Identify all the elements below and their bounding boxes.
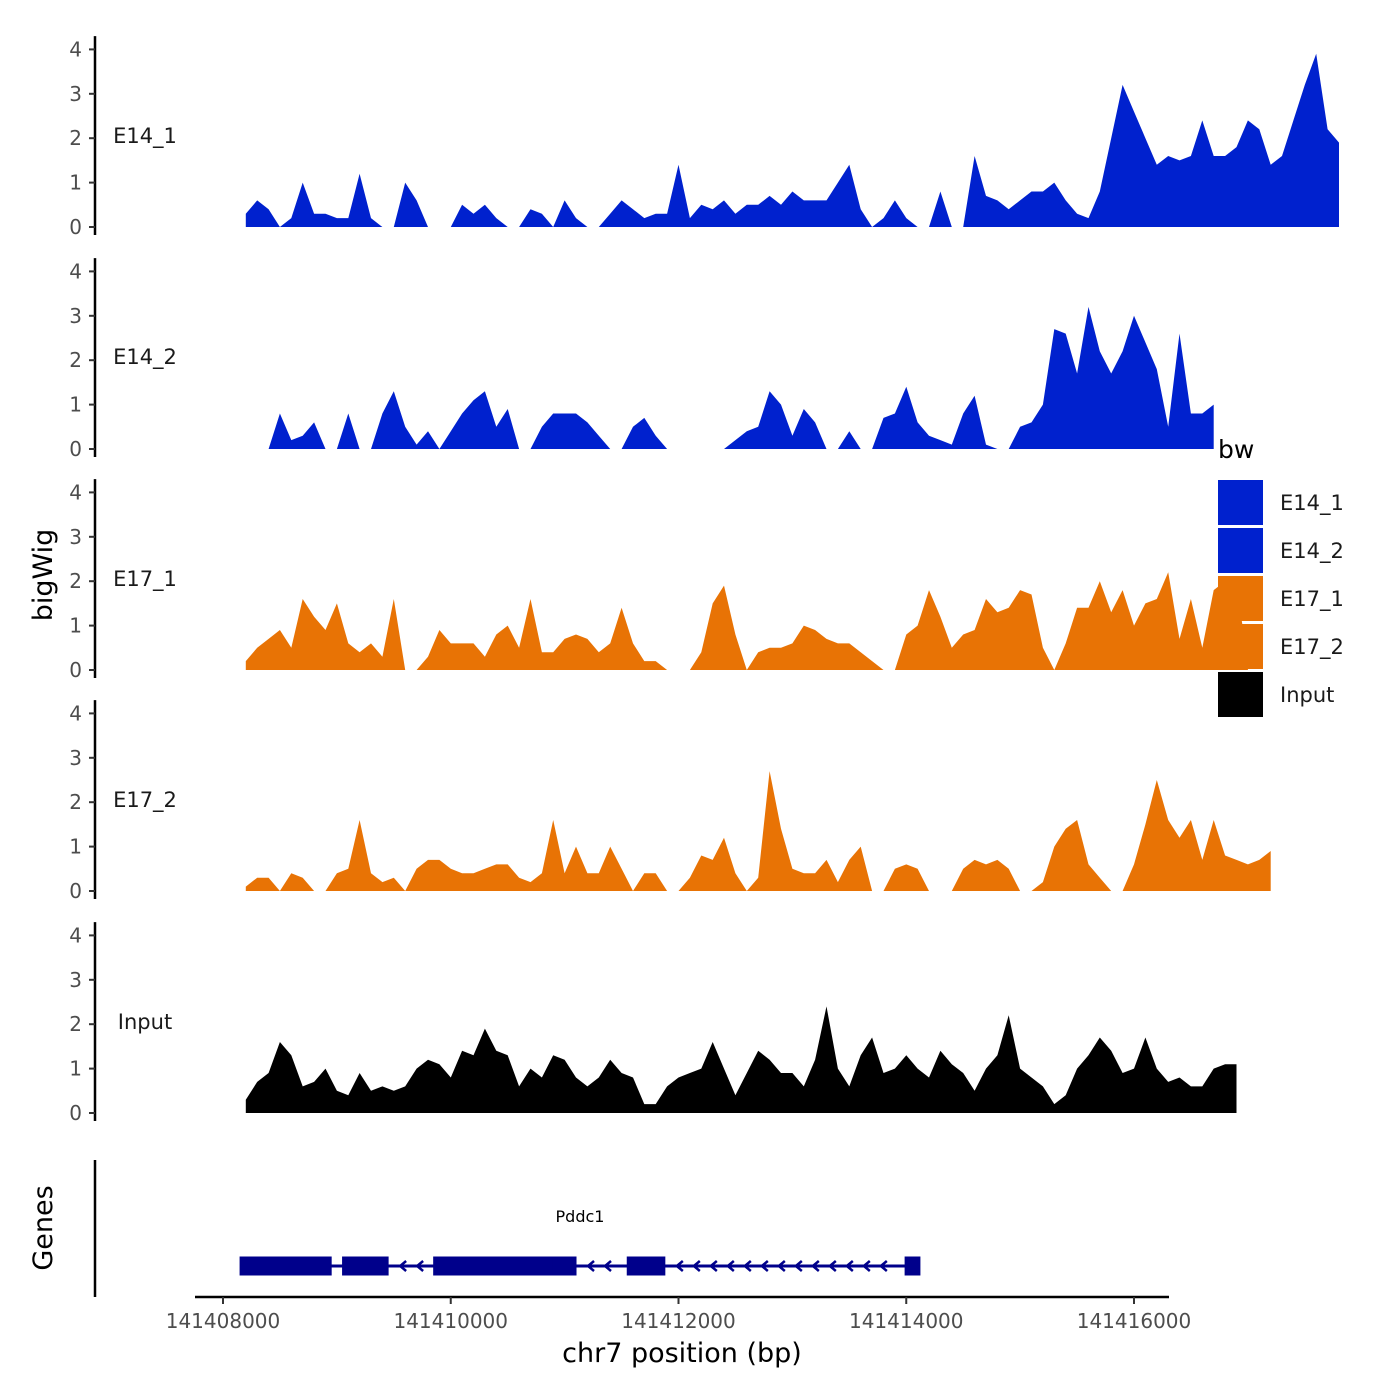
strand-arrow: [776, 1260, 786, 1272]
track-E14_1: 0 1 2 3 4 E14_1: [69, 36, 1339, 239]
legend-label: E14_2: [1280, 539, 1344, 564]
x-tick-label: 141410000: [393, 1309, 508, 1333]
y-axis-title: bigWig: [28, 529, 59, 622]
strand-arrow: [691, 1260, 701, 1272]
y-tick-label: 2: [69, 126, 82, 150]
gene-exon: [342, 1256, 389, 1276]
legend: bw E14_1 E14_2 E17_1 E17_2 Input: [1218, 435, 1344, 717]
genes-panel: Genes Pddc1: [28, 1160, 921, 1297]
coverage-area-Input: [245, 1006, 1237, 1113]
y-tick-label: 3: [69, 525, 82, 549]
track-label: E14_1: [113, 124, 177, 149]
legend-swatch-E14_2: [1218, 528, 1263, 573]
y-tick-label: 4: [69, 259, 82, 283]
legend-swatch-E14_1: [1218, 480, 1263, 525]
x-tick-label: 141412000: [621, 1309, 736, 1333]
coverage-area-E17_2: [245, 771, 1271, 891]
strand-arrow: [878, 1260, 888, 1272]
strand-arrow: [603, 1260, 612, 1272]
coverage-area-E17_1: [245, 572, 1248, 670]
legend-label: Input: [1280, 683, 1334, 707]
track-label: E17_2: [113, 788, 177, 813]
y-tick-label: 2: [69, 569, 82, 593]
strand-arrow: [827, 1260, 837, 1272]
y-tick-label: 0: [69, 437, 82, 461]
strand-arrow: [415, 1260, 424, 1272]
legend-swatch-E17_1: [1218, 576, 1263, 621]
y-tick-label: 1: [69, 614, 82, 638]
strand-arrow: [674, 1260, 684, 1272]
y-tick-label: 3: [69, 968, 82, 992]
x-tick-label: 141408000: [166, 1309, 281, 1333]
gene-exon: [239, 1256, 332, 1276]
y-tick-label: 2: [69, 1012, 82, 1036]
y-tick-label: 0: [69, 215, 82, 239]
track-Input: 0 1 2 3 4 Input: [69, 922, 1237, 1125]
y-tick-label: 0: [69, 1101, 82, 1125]
track-label: Input: [118, 1010, 172, 1034]
y-tick-label: 4: [69, 480, 82, 504]
strand-arrow: [586, 1260, 595, 1272]
coverage-area-E14_2: [245, 306, 1214, 449]
y-tick-label: 4: [69, 923, 82, 947]
y-tick-label: 1: [69, 393, 82, 417]
legend-swatch-Input: [1218, 672, 1263, 717]
strand-arrow: [725, 1260, 735, 1272]
track-E17_1: 0 1 2 3 4 E17_1: [69, 479, 1248, 682]
y-tick-label: 4: [69, 37, 82, 61]
gene-exon: [552, 1256, 577, 1276]
x-tick-label: 141414000: [849, 1309, 964, 1333]
strand-arrow: [810, 1260, 820, 1272]
x-axis-title: chr7 position (bp): [562, 1338, 802, 1369]
legend-label: E14_1: [1280, 491, 1344, 516]
y-tick-label: 3: [69, 304, 82, 328]
strand-arrow: [708, 1260, 718, 1272]
y-tick-label: 0: [69, 879, 82, 903]
gene-exon: [433, 1256, 554, 1276]
y-tick-label: 1: [69, 835, 82, 859]
track-label: E14_2: [113, 345, 177, 370]
gene-exon: [626, 1256, 666, 1276]
strand-arrow: [844, 1260, 854, 1272]
y-tick-label: 3: [69, 746, 82, 770]
strand-arrow: [759, 1260, 769, 1272]
gene-exon: [904, 1256, 921, 1276]
y-tick-label: 2: [69, 790, 82, 814]
strand-arrow: [861, 1260, 871, 1272]
x-tick-label: 141416000: [1077, 1309, 1192, 1333]
coverage-tracks: 0 1 2 3 4 E14_1 0 1 2 3 4 E14_2 0 1 2 3 4 E17_1 0 1 2 3 4 E17_2…: [69, 36, 1339, 1125]
strand-arrow: [793, 1260, 803, 1272]
gene-name-label: Pddc1: [556, 1207, 605, 1226]
y-tick-label: 1: [69, 1057, 82, 1081]
legend-swatch-E17_2: [1218, 624, 1263, 669]
y-tick-label: 3: [69, 82, 82, 106]
legend-label: E17_2: [1280, 635, 1344, 660]
strand-arrow: [742, 1260, 752, 1272]
coverage-area-E14_1: [245, 53, 1339, 227]
legend-title: bw: [1218, 435, 1254, 464]
x-axis: 141408000 141410000 141412000 141414000 1414…: [166, 1295, 1192, 1333]
y-tick-label: 4: [69, 701, 82, 725]
y-tick-label: 1: [69, 171, 82, 195]
y-tick-label: 0: [69, 658, 82, 682]
strand-arrow: [398, 1260, 407, 1272]
gene-model: [239, 1256, 921, 1276]
y-tick-label: 2: [69, 348, 82, 372]
track-E14_2: 0 1 2 3 4 E14_2: [69, 258, 1214, 461]
genes-panel-title: Genes: [28, 1185, 59, 1270]
track-label: E17_1: [113, 567, 177, 592]
legend-label: E17_1: [1280, 587, 1344, 612]
track-E17_2: 0 1 2 3 4 E17_2: [69, 700, 1271, 903]
